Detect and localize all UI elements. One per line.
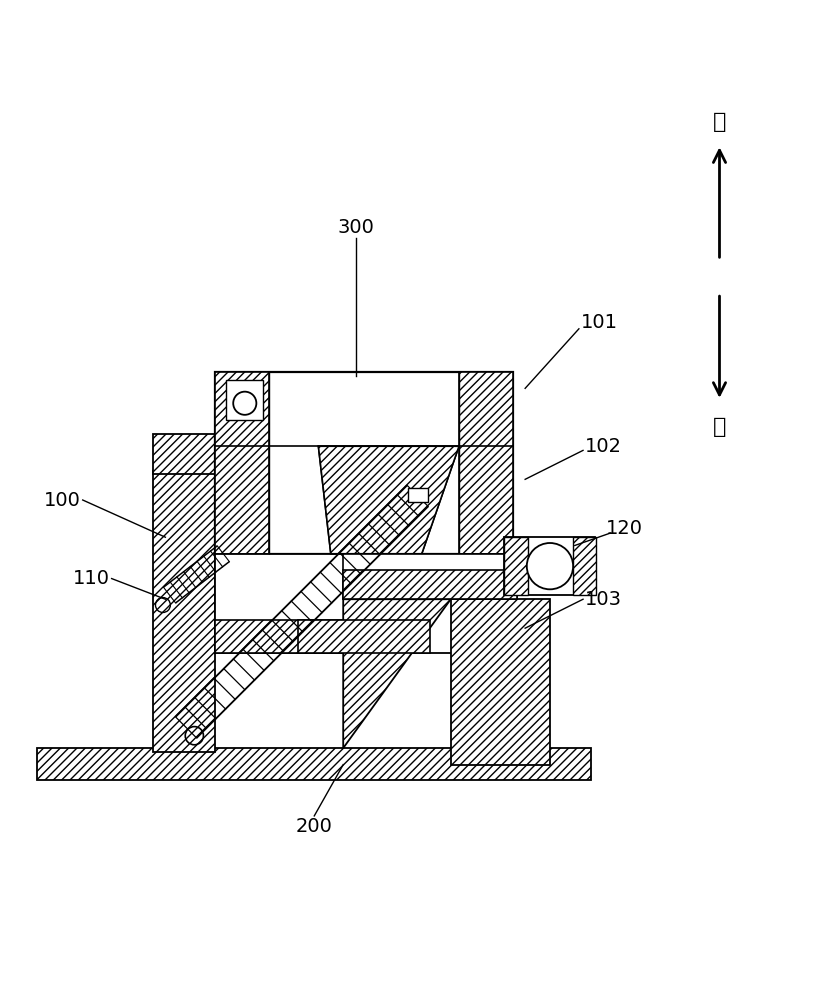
Polygon shape [343,599,451,748]
Text: 300: 300 [337,218,374,237]
Bar [408,488,428,502]
Text: 103: 103 [586,590,622,609]
Circle shape [527,543,573,589]
Text: 100: 100 [44,490,80,510]
Polygon shape [318,446,459,554]
Text: 前: 前 [713,417,726,437]
Polygon shape [318,446,459,554]
Bar [298,620,430,653]
Bar [153,471,215,752]
Bar [215,620,343,653]
Text: 102: 102 [586,437,622,456]
Bar [343,554,517,599]
Text: 后: 后 [713,112,726,132]
Bar [573,537,596,595]
Text: 110: 110 [73,569,109,588]
Bar [504,537,528,595]
Bar [451,599,550,765]
Text: 120: 120 [606,519,643,538]
Bar [37,748,591,780]
Bar [504,537,595,595]
Bar [153,434,215,474]
Bar [226,380,263,420]
Bar [343,570,517,599]
Bar [215,372,269,554]
Bar [459,372,513,554]
Text: 200: 200 [296,817,332,836]
Bar [215,372,513,554]
Text: 101: 101 [581,313,618,332]
Circle shape [233,392,256,415]
Bar [215,554,517,653]
